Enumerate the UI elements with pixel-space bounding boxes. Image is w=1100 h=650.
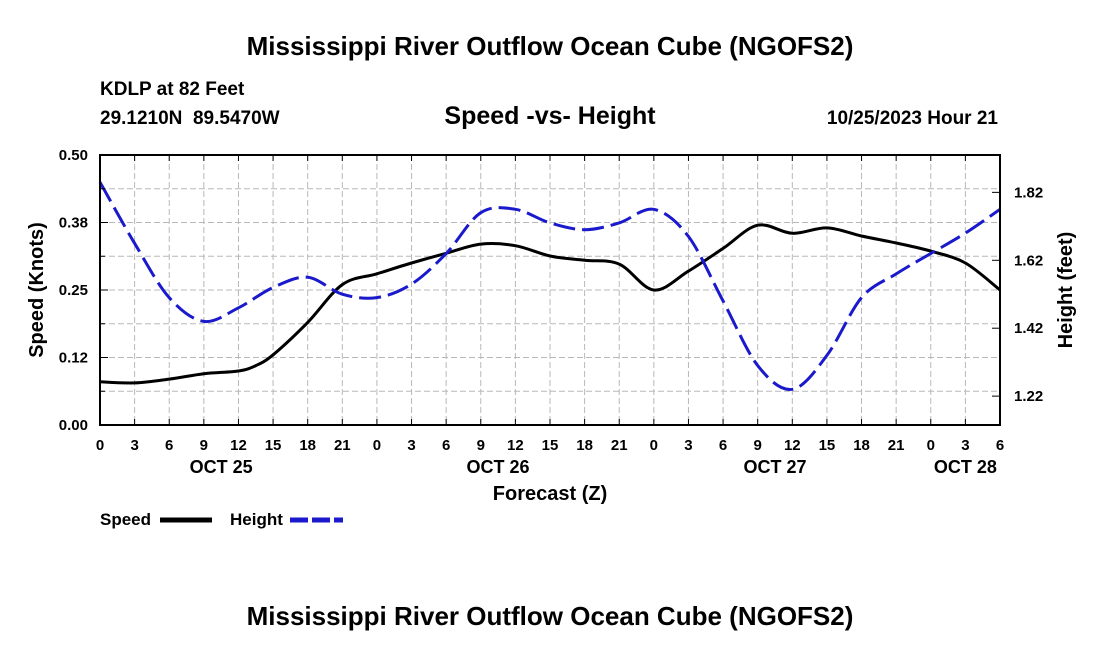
y-right-tick-label: 1.62 [1014,252,1043,269]
x-tick-label: 18 [853,437,870,454]
x-tick-label: 6 [165,437,173,454]
x-tick-label: 6 [442,437,450,454]
y-left-tick-label: 0.12 [59,350,88,367]
y-left-tick-label: 0.25 [59,282,88,299]
x-tick-label: 3 [130,437,138,454]
legend-height-label: Height [230,510,283,529]
axis-ticks: 0 3 6 9 12 15 18 21 0 3 6 9 12 15 18 21 0 3 6 9 12 15 18 21 0 3 6 0… [59,147,1043,477]
coordinates-label: 29.1210N 89.5470W [100,108,280,129]
x-tick-label: 15 [542,437,559,454]
x-tick-label: 12 [230,437,247,454]
y-left-tick-label: 0.00 [59,417,88,434]
x-date-label: OCT 25 [190,457,253,477]
station-label: KDLP at 82 Feet [100,79,245,100]
y-right-tick-label: 1.22 [1014,388,1043,405]
series-lines [98,181,1001,391]
x-tick-label: 0 [927,437,935,454]
x-tick-label: 9 [477,437,485,454]
x-tick-label: 9 [754,437,762,454]
chart-subtitle: Speed -vs- Height [444,102,656,130]
x-tick-label: 3 [961,437,969,454]
x-tick-label: 18 [576,437,593,454]
y-axis-left-label: Speed (Knots) [26,222,48,358]
timestamp-label: 10/25/2023 Hour 21 [827,108,999,129]
x-date-label: OCT 27 [743,457,806,477]
series-line-height [98,181,1001,391]
y-left-tick-label: 0.38 [59,215,88,232]
x-tick-label: 0 [96,437,104,454]
chart-title: Mississippi River Outflow Ocean Cube (NG… [247,31,854,61]
x-tick-label: 15 [819,437,836,454]
grid-lines [100,154,1000,425]
x-date-label: OCT 26 [467,457,530,477]
footer-title: Mississippi River Outflow Ocean Cube (NG… [247,601,854,631]
x-tick-label: 6 [719,437,727,454]
x-tick-label: 3 [407,437,415,454]
series-line-speed [99,223,1001,385]
x-tick-label: 21 [334,437,351,454]
legend-speed-label: Speed [100,510,151,529]
y-axis-right-label: Height (feet) [1055,232,1077,349]
y-left-tick-label: 0.50 [59,147,88,164]
x-date-label: OCT 28 [934,457,997,477]
x-tick-label: 12 [784,437,801,454]
x-tick-label: 3 [684,437,692,454]
x-tick-label: 12 [507,437,524,454]
x-tick-label: 6 [996,437,1004,454]
x-tick-label: 0 [650,437,658,454]
x-tick-label: 21 [611,437,628,454]
x-tick-label: 9 [200,437,208,454]
y-right-tick-label: 1.82 [1014,184,1043,201]
x-tick-label: 18 [299,437,316,454]
x-tick-label: 21 [888,437,905,454]
y-right-tick-label: 1.42 [1014,320,1043,337]
x-axis-label: Forecast (Z) [493,483,607,505]
x-tick-label: 15 [265,437,282,454]
x-tick-label: 0 [373,437,381,454]
